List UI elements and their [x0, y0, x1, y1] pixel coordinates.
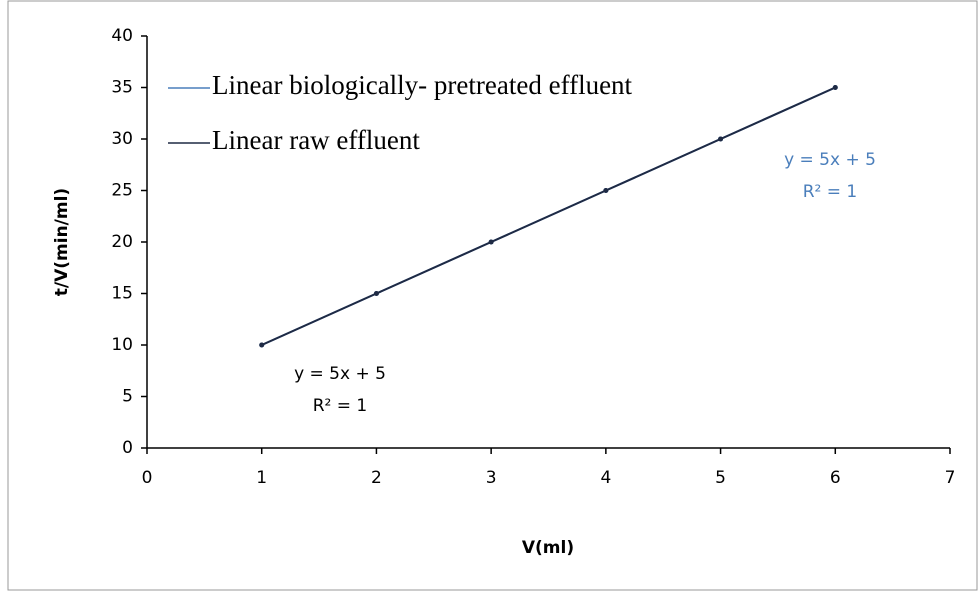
y-tick-label: 10	[111, 335, 133, 355]
x-tick-label: 6	[830, 468, 841, 488]
y-tick-label: 5	[122, 387, 133, 407]
y-axis-title: t/V(min/ml)	[52, 188, 72, 296]
x-tick-label: 0	[142, 468, 153, 488]
data-point	[603, 188, 609, 193]
data-point	[718, 136, 724, 142]
data-point	[259, 342, 265, 348]
legend-label: Linear biologically- pretreated effluent	[212, 70, 633, 100]
x-tick-label: 4	[600, 468, 611, 488]
y-tick-label: 15	[111, 284, 133, 304]
x-tick-label: 7	[945, 468, 956, 488]
x-tick-label: 5	[715, 468, 726, 488]
trendline-label: y = 5x + 5	[784, 150, 876, 170]
x-tick-label: 3	[486, 468, 497, 488]
y-tick-label: 40	[111, 26, 133, 46]
data-point	[373, 291, 379, 296]
y-tick-label: 25	[111, 181, 133, 201]
y-tick-label: 30	[111, 129, 133, 149]
legend-label: Linear raw effluent	[212, 125, 420, 155]
y-tick-label: 35	[111, 78, 133, 98]
trendline-label: R² = 1	[313, 396, 368, 416]
y-tick-label: 0	[122, 438, 133, 458]
y-tick-label: 20	[111, 232, 133, 252]
chart-border	[7, 0, 978, 591]
x-axis-title: V(ml)	[522, 538, 574, 558]
data-point	[488, 239, 494, 245]
trendline-label: R² = 1	[803, 182, 858, 202]
x-tick-label: 2	[371, 468, 382, 488]
x-tick-label: 1	[256, 468, 267, 488]
data-point	[832, 85, 838, 90]
series-line	[261, 86, 836, 346]
trendline-label: y = 5x + 5	[294, 364, 386, 384]
